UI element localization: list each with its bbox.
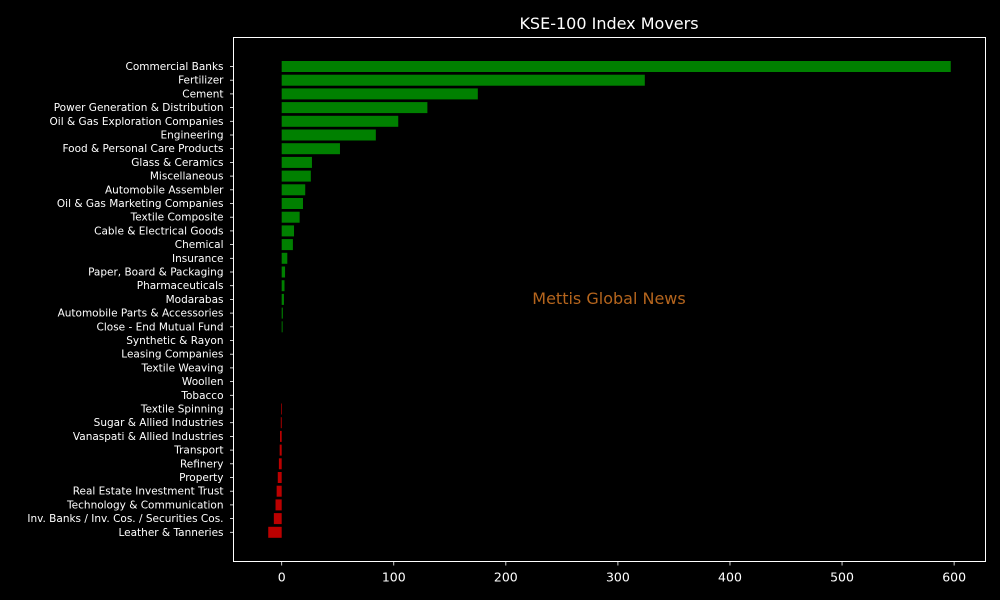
category-label: Modarabas bbox=[166, 294, 224, 306]
bar-insurance bbox=[281, 252, 288, 264]
category-label: Transport bbox=[173, 445, 223, 457]
bar-glass-ceramics bbox=[281, 156, 312, 168]
category-label: Glass & Ceramics bbox=[131, 157, 223, 169]
category-label: Cable & Electrical Goods bbox=[94, 225, 223, 237]
x-tick-label: 200 bbox=[494, 570, 518, 585]
category-label: Technology & Communication bbox=[66, 499, 223, 511]
x-tick-label: 600 bbox=[942, 570, 966, 585]
bar-paper-board-packaging bbox=[281, 266, 286, 278]
category-label: Refinery bbox=[180, 458, 224, 470]
x-tick-label: 0 bbox=[278, 570, 286, 585]
category-label: Real Estate Investment Trust bbox=[73, 486, 224, 498]
category-label: Miscellaneous bbox=[150, 171, 224, 183]
category-label: Commercial Banks bbox=[126, 61, 224, 73]
bar-chemical bbox=[281, 239, 293, 251]
x-tick-label: 500 bbox=[830, 570, 854, 585]
bar-property bbox=[277, 472, 282, 483]
watermark-text: Mettis Global News bbox=[532, 289, 685, 308]
category-label: Sugar & Allied Industries bbox=[94, 417, 224, 429]
category-label: Engineering bbox=[161, 130, 224, 142]
category-label: Chemical bbox=[175, 239, 224, 251]
category-label: Property bbox=[179, 472, 223, 484]
category-label: Automobile Assembler bbox=[105, 184, 224, 196]
bars bbox=[268, 61, 951, 538]
bar-oil-gas-marketing-companies bbox=[281, 198, 303, 209]
bar-vanaspati-allied-industries bbox=[280, 430, 282, 442]
chart-title: KSE-100 Index Movers bbox=[519, 14, 698, 33]
category-label: Textile Spinning bbox=[140, 404, 224, 416]
bar-real-estate-investment-trust bbox=[276, 485, 282, 497]
bar-commercial-banks bbox=[281, 61, 951, 72]
category-label: Close - End Mutual Fund bbox=[97, 321, 224, 333]
bar-leather-tanneries bbox=[268, 526, 282, 538]
value-axis: 0 100 200 300 400 500 600 bbox=[278, 561, 966, 585]
category-label: Tobacco bbox=[180, 390, 223, 402]
category-label: Fertilizer bbox=[178, 75, 224, 87]
bar-modarabas bbox=[281, 293, 284, 305]
bar-fertilizer bbox=[281, 74, 645, 86]
category-label: Food & Personal Care Products bbox=[62, 143, 223, 155]
category-label: Leasing Companies bbox=[121, 349, 223, 361]
category-label: Inv. Banks / Inv. Cos. / Securities Cos. bbox=[27, 513, 223, 525]
category-label: Power Generation & Distribution bbox=[54, 102, 224, 114]
category-label: Insurance bbox=[172, 253, 224, 265]
bar-sugar-allied-industries bbox=[280, 417, 282, 429]
bar-transport bbox=[279, 444, 282, 456]
bar-power-generation-distribution bbox=[281, 102, 428, 114]
x-tick-label: 400 bbox=[718, 570, 742, 585]
bar-textile-composite bbox=[281, 211, 300, 223]
bar-pharmaceuticals bbox=[281, 280, 285, 292]
category-label: Textile Composite bbox=[130, 212, 224, 224]
bar-inv-banks-inv-cos-securities-cos bbox=[273, 513, 282, 525]
bar-automobile-parts-accessories bbox=[281, 307, 283, 319]
category-label: Oil & Gas Exploration Companies bbox=[50, 116, 224, 128]
category-label: Paper, Board & Packaging bbox=[88, 267, 223, 279]
bar-oil-gas-exploration-companies bbox=[281, 115, 399, 127]
category-label: Textile Weaving bbox=[141, 362, 224, 374]
category-label: Cement bbox=[182, 88, 223, 100]
category-label: Woollen bbox=[182, 376, 224, 388]
bar-refinery bbox=[278, 458, 282, 470]
category-label: Synthetic & Rayon bbox=[126, 335, 223, 347]
bar-food-personal-care-products bbox=[281, 143, 340, 155]
x-tick-label: 100 bbox=[382, 570, 406, 585]
bar-close-end-mutual-fund bbox=[281, 321, 283, 333]
category-label: Automobile Parts & Accessories bbox=[58, 308, 224, 320]
category-label: Pharmaceuticals bbox=[137, 280, 224, 292]
bar-miscellaneous bbox=[281, 170, 311, 182]
category-label: Leather & Tanneries bbox=[118, 527, 223, 539]
bar-technology-communication bbox=[275, 499, 282, 511]
category-label: Vanaspati & Allied Industries bbox=[73, 431, 224, 443]
bar-cement bbox=[281, 88, 478, 100]
bar-textile-spinning bbox=[281, 403, 282, 415]
x-tick-label: 300 bbox=[606, 570, 630, 585]
bar-automobile-assembler bbox=[281, 184, 306, 196]
bar-cable-electrical-goods bbox=[281, 225, 295, 237]
bar-engineering bbox=[281, 129, 376, 141]
category-label: Oil & Gas Marketing Companies bbox=[57, 198, 224, 210]
